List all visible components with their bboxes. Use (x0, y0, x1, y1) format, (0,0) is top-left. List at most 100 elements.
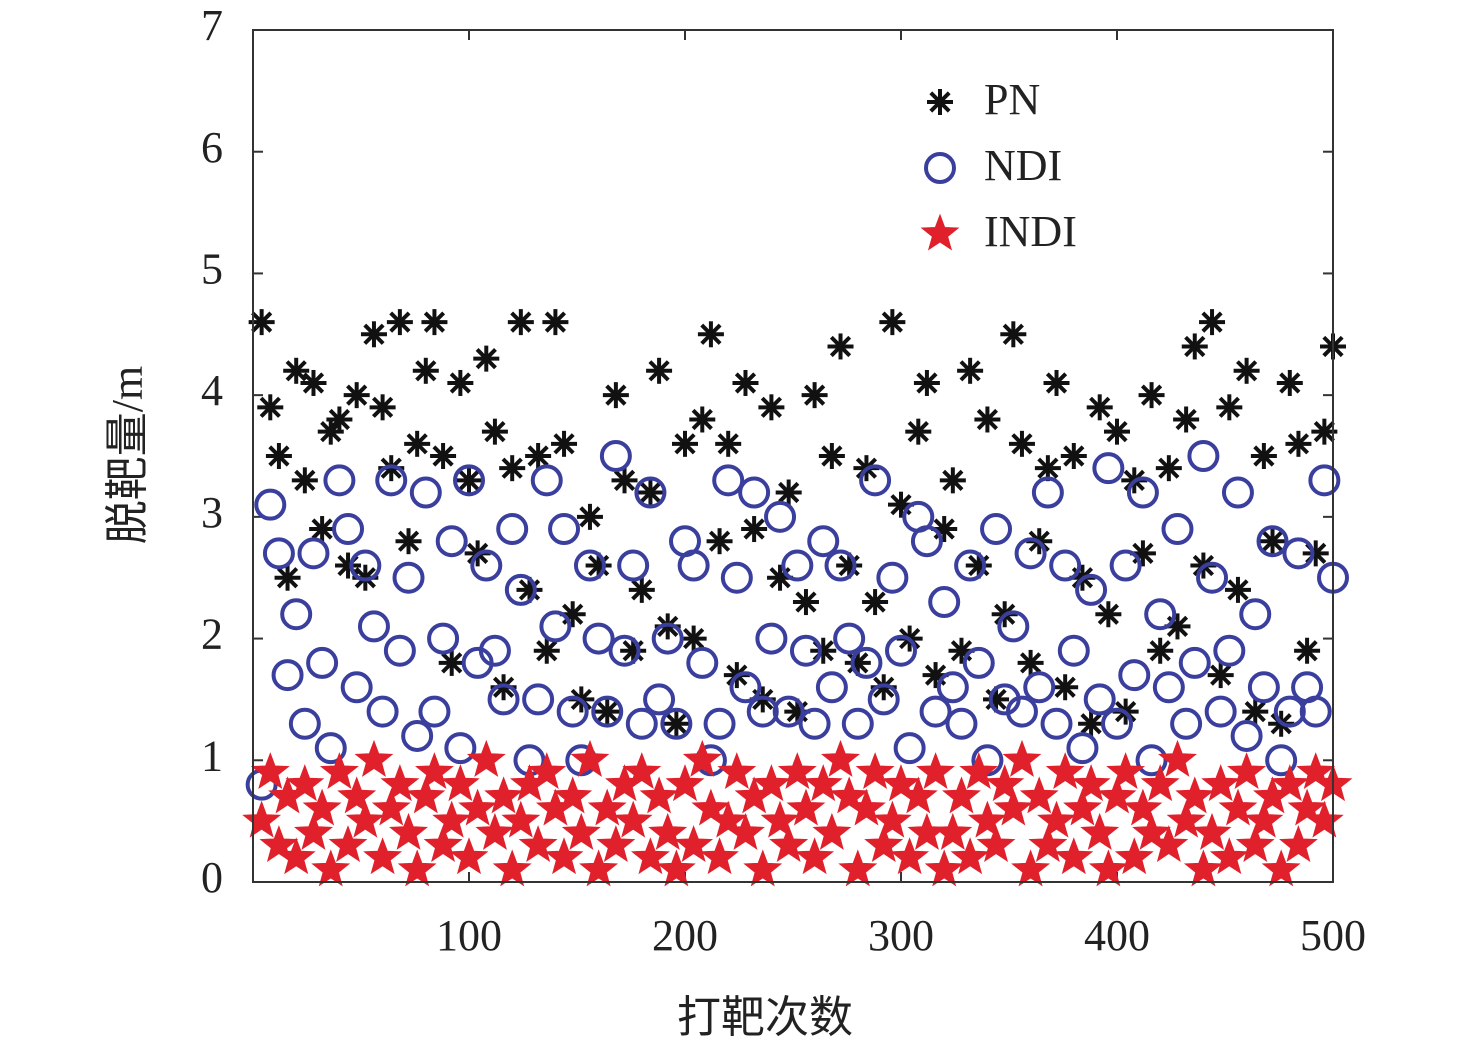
asterisk-point (412, 357, 439, 384)
asterisk-stroke (778, 481, 800, 504)
asterisk-stroke (708, 530, 731, 552)
star-point (1244, 800, 1284, 838)
star-point (363, 837, 403, 875)
circle-point (573, 549, 606, 582)
asterisk-stroke (1097, 603, 1119, 625)
asterisk-stroke (1296, 640, 1318, 662)
star-point (751, 764, 791, 802)
asterisk-point (456, 467, 482, 494)
circle-point (954, 549, 987, 582)
asterisk-stroke (311, 518, 333, 540)
circle-point (841, 707, 874, 740)
asterisk-stroke (441, 652, 463, 674)
circle-point (548, 513, 581, 546)
star-point (786, 788, 826, 826)
circle-point (1308, 464, 1341, 497)
asterisk-point (1008, 430, 1035, 457)
legend-marker (927, 89, 953, 115)
asterisk-stroke (423, 311, 446, 333)
star-point (501, 800, 541, 838)
star-point (916, 752, 955, 789)
star-point (1218, 788, 1258, 826)
asterisk-point (1224, 576, 1251, 603)
asterisk-stroke (881, 311, 903, 333)
asterisk-point (697, 321, 724, 348)
circle-point (599, 440, 632, 472)
circle-point (323, 464, 356, 497)
asterisk-point (1138, 382, 1165, 409)
legend-marker (924, 152, 956, 184)
star-point (242, 800, 282, 838)
star-point (847, 788, 886, 826)
asterisk-point (473, 345, 500, 372)
circle-point (1135, 744, 1168, 777)
asterisk-stroke (916, 372, 938, 394)
asterisk-point (913, 369, 940, 396)
asterisk-point (792, 589, 819, 616)
asterisk-point (533, 637, 560, 664)
asterisk-stroke (544, 311, 567, 333)
circle-point (1005, 695, 1038, 728)
asterisk-point (274, 564, 301, 591)
asterisk-stroke (1261, 530, 1284, 552)
circle-point (1049, 549, 1082, 582)
circle-point (375, 464, 408, 497)
asterisk-stroke (1140, 384, 1163, 406)
circle-point (1101, 707, 1133, 740)
asterisk-stroke (959, 360, 981, 382)
circle-point (643, 683, 676, 716)
asterisk-stroke (1063, 445, 1085, 467)
star-point (1304, 800, 1344, 838)
circle-point (1265, 744, 1298, 777)
asterisk-stroke (1054, 676, 1076, 698)
asterisk-stroke (1045, 372, 1068, 394)
star-point (553, 776, 593, 814)
circle-point (271, 659, 304, 692)
star-point (380, 764, 420, 802)
asterisk-stroke (821, 445, 843, 467)
circle-point (651, 622, 684, 655)
star-point (285, 764, 325, 802)
asterisk-stroke (1080, 713, 1102, 735)
star-point (743, 849, 783, 887)
y-tick-label: 5 (201, 245, 223, 294)
circle-point (1023, 671, 1056, 704)
asterisk-point (741, 516, 768, 543)
star-point (700, 837, 739, 875)
legend-marker (920, 213, 960, 251)
circle-point (738, 476, 771, 509)
star-point (294, 812, 333, 850)
star-point (423, 825, 463, 863)
star-point (890, 837, 930, 875)
star-point (1028, 825, 1068, 863)
star-point (769, 825, 809, 863)
star-point (933, 812, 973, 850)
star-point (717, 752, 757, 789)
circle-point (1178, 646, 1211, 679)
asterisk-stroke (1201, 311, 1223, 333)
asterisk-point (879, 309, 906, 336)
circle-point (1239, 598, 1272, 631)
star-point (881, 764, 921, 802)
asterisk-stroke (1011, 433, 1033, 455)
circle-point (1031, 476, 1064, 509)
star-point (1149, 825, 1189, 863)
asterisk-stroke (1227, 579, 1249, 601)
asterisk-point (1164, 613, 1191, 640)
asterisk-stroke (691, 408, 713, 431)
asterisk-stroke (734, 372, 757, 394)
asterisk-point (430, 443, 457, 469)
asterisk-point (343, 382, 370, 409)
asterisk-stroke (942, 469, 964, 491)
asterisk-point (326, 406, 353, 433)
asterisk-stroke (415, 360, 437, 382)
asterisk-stroke (596, 700, 618, 723)
asterisk-stroke (929, 91, 951, 113)
asterisk-point (1199, 309, 1226, 336)
circle-point (980, 513, 1013, 546)
asterisk-stroke (1184, 335, 1206, 358)
star-point (1106, 752, 1146, 789)
star-point (708, 800, 748, 838)
circle-point (919, 695, 952, 728)
